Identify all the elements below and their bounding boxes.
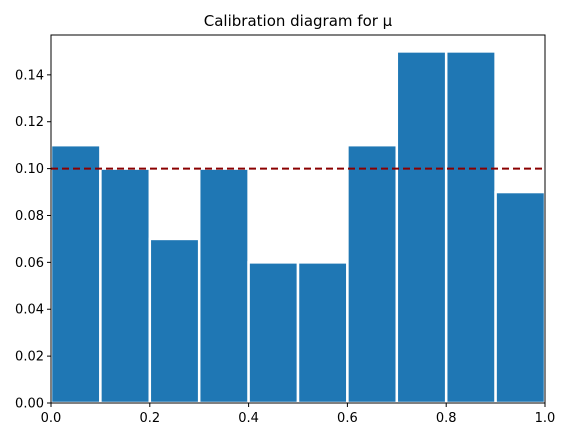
bar-6	[346, 143, 399, 405]
x-tick-label-4: 0.8	[436, 411, 457, 426]
bars-group	[49, 50, 547, 405]
y-ticks-group: 0.00 0.02 0.04 0.06 0.08 0.10 0.12 0.14	[15, 68, 51, 412]
plot-frame	[50, 34, 546, 404]
x-tick-label-1: 0.2	[139, 411, 160, 426]
y-tick-label-0: 0.00	[15, 397, 44, 412]
x-tick-label-5: 1.0	[535, 411, 556, 426]
chart-title: Calibration diagram for μ	[204, 12, 393, 30]
x-tick-label-2: 0.4	[238, 411, 259, 426]
axes-group	[50, 34, 546, 404]
x-tick-label-0: 0.0	[41, 411, 62, 426]
bar-0	[49, 143, 102, 405]
y-tick-label-4: 0.08	[15, 209, 44, 224]
bar-2	[148, 237, 201, 405]
bar-9	[494, 190, 547, 405]
bar-7	[395, 50, 448, 405]
x-tick-label-3: 0.6	[337, 411, 358, 426]
y-tick-label-3: 0.06	[15, 256, 44, 271]
y-tick-label-1: 0.02	[15, 350, 44, 365]
y-tick-label-7: 0.14	[15, 68, 44, 83]
bar-3	[197, 167, 250, 405]
x-ticks-group: 0.0 0.2 0.4 0.6 0.8 1.0	[41, 403, 556, 426]
y-tick-label-6: 0.12	[15, 115, 44, 130]
bar-8	[444, 50, 497, 405]
y-tick-label-5: 0.10	[15, 162, 44, 177]
bar-4	[247, 261, 300, 405]
bar-1	[99, 167, 152, 405]
bar-5	[296, 261, 349, 405]
y-tick-label-2: 0.04	[15, 303, 44, 318]
